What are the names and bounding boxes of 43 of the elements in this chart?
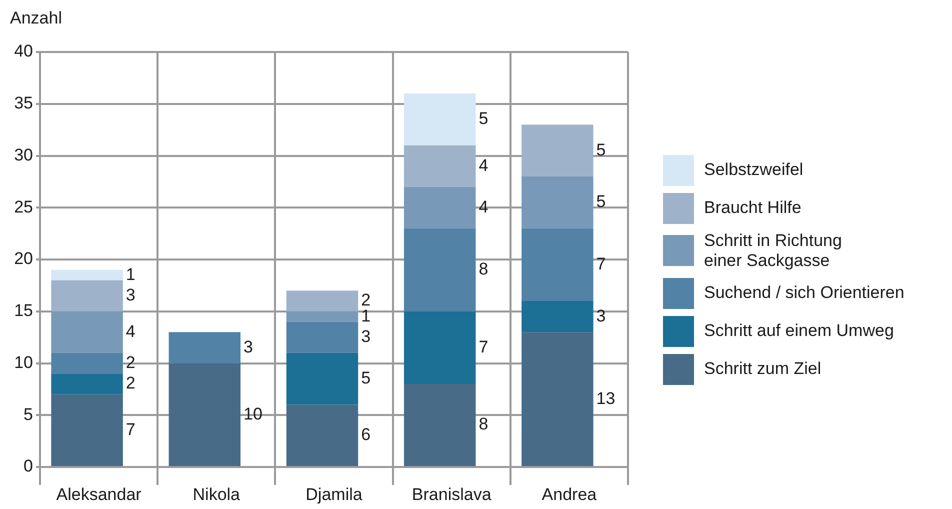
data-label: 1: [126, 264, 136, 284]
legend-label: Schritt auf einem Umweg: [704, 321, 894, 341]
data-label: 7: [478, 337, 488, 356]
data-label: 8: [478, 414, 488, 434]
legend-label: Schritt zum Ziel: [704, 359, 822, 379]
y-tick-label: 20: [14, 249, 33, 268]
data-label: 13: [596, 388, 616, 408]
legend-label: Selbstzweifel: [704, 160, 804, 180]
y-tick-label: 15: [14, 301, 33, 320]
data-label: 2: [126, 352, 136, 372]
data-label: 2: [126, 374, 136, 393]
data-label: 3: [596, 306, 606, 326]
data-label: 4: [478, 197, 488, 216]
data-label: 4: [126, 322, 136, 341]
data-label: 5: [478, 109, 488, 128]
data-label: 7: [126, 420, 136, 439]
data-label: 4: [478, 156, 488, 175]
y-tick-label: 0: [24, 456, 33, 476]
data-label: 10: [244, 404, 262, 424]
data-label: 3: [126, 286, 136, 304]
data-label: 8: [478, 260, 488, 279]
y-tick-label: 40: [14, 42, 33, 61]
x-tick-label: Branislava: [412, 484, 492, 504]
y-tick-label: 30: [14, 145, 33, 164]
y-axis-title: Anzahl: [10, 8, 62, 28]
y-tick-label: 35: [14, 94, 33, 113]
x-tick-label: Djamila: [306, 484, 363, 504]
legend-label: Suchend / sich Orientieren: [704, 283, 904, 303]
data-label: 5: [596, 140, 606, 160]
legend-label: Braucht Hilfe: [704, 198, 802, 218]
x-tick-label: Andrea: [542, 484, 598, 504]
x-tick-label: Aleksandar: [56, 484, 142, 504]
data-label: 5: [361, 368, 371, 388]
y-tick-label: 5: [24, 404, 33, 424]
data-label: 7: [596, 254, 606, 274]
y-tick-label: 10: [14, 352, 33, 372]
y-tick-label: 25: [14, 197, 33, 216]
data-label: 6: [361, 425, 371, 444]
data-label: 3: [361, 327, 371, 346]
x-tick-label: Nikola: [192, 484, 241, 504]
data-label: 5: [596, 192, 606, 212]
data-label: 3: [244, 337, 253, 356]
legend-label: Schritt in Richtung einer Sackgasse: [704, 230, 842, 270]
